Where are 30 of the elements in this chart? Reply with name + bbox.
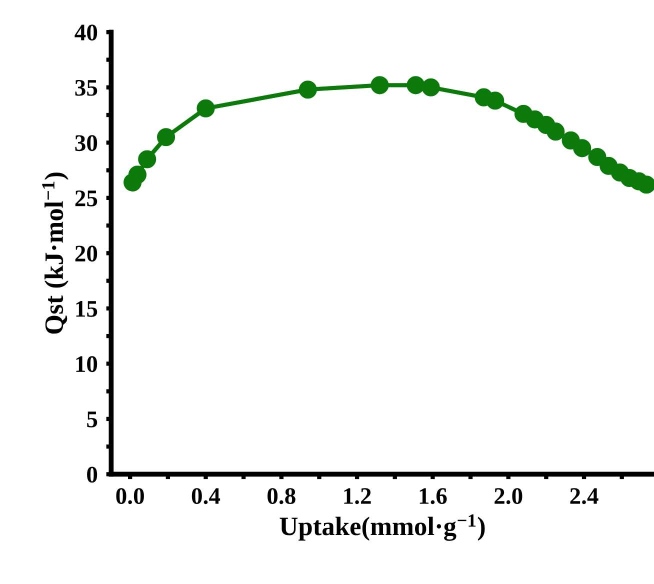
point	[298, 80, 317, 99]
point	[196, 99, 215, 118]
y-tick-label: 0	[87, 466, 98, 483]
x-tick-label: 0.0	[116, 488, 144, 504]
point	[128, 166, 146, 184]
point	[422, 78, 440, 96]
point	[637, 176, 654, 194]
x-tick-label: 0.4	[192, 488, 220, 504]
y-tick-label: 35	[75, 80, 98, 96]
x-axis-title: Uptake(mmol·g$^{−1}$)	[280, 514, 485, 541]
y-tick-label: 20	[75, 246, 98, 262]
x-tick-label: 1.2	[344, 488, 371, 504]
y-tick-label: 5	[87, 412, 98, 428]
point	[138, 150, 156, 168]
x-tick-label: 0.8	[268, 488, 296, 504]
x-tick-label: 2.4	[570, 488, 598, 504]
y-tick-label: 40	[74, 24, 98, 41]
point	[486, 92, 504, 110]
x-tick-label: 1.6	[420, 488, 447, 504]
point	[406, 76, 425, 94]
point	[546, 122, 565, 141]
y-tick-label: 25	[75, 190, 98, 206]
y-tick-label: 10	[76, 356, 98, 372]
point	[157, 128, 176, 146]
point	[370, 76, 389, 94]
y-tick-label: 15	[76, 301, 98, 317]
x-tick-label: 2.0	[494, 488, 522, 504]
y-tick-label: 30	[75, 135, 98, 152]
point	[573, 139, 592, 158]
y-axis-title: Qst (kJ·mol$^{−1}$)	[42, 172, 68, 334]
